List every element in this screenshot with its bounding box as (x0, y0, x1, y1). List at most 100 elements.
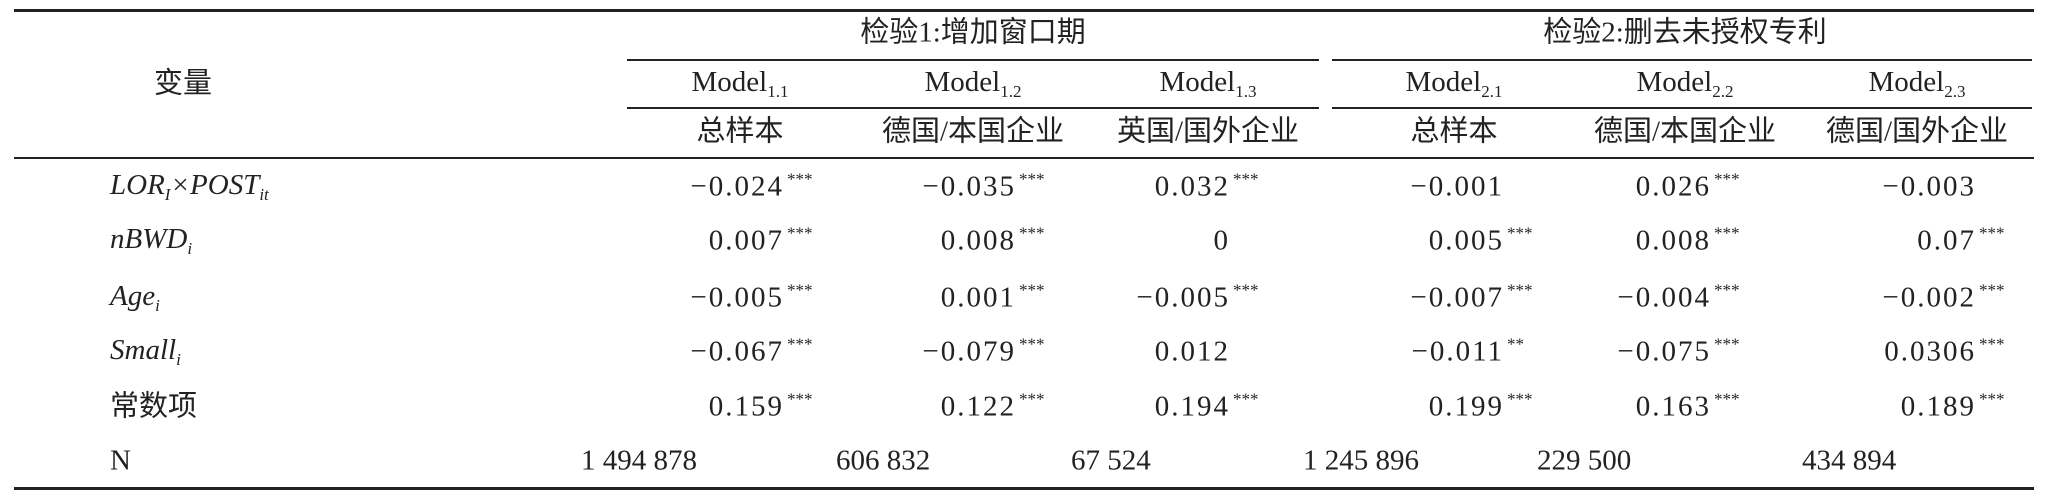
significance-stars: *** (1714, 169, 1740, 189)
label-subscript: it (259, 185, 269, 204)
sample-header: 英国/国外企业 (1116, 115, 1300, 148)
sample-header: 德国/本国企业 (1593, 115, 1777, 148)
cell-value: 0.007 (708, 224, 784, 257)
cell-value: −0.005 (690, 281, 784, 314)
significance-stars: *** (1019, 334, 1045, 354)
significance-stars: *** (1233, 389, 1259, 409)
cell-value: −0.002 (1882, 281, 1976, 314)
label-subscript: I (164, 185, 171, 204)
cell-value: −0.079 (922, 335, 1016, 368)
corner-label: 变量 (153, 67, 213, 100)
sample-header: 德国/本国企业 (881, 115, 1065, 148)
model-name: Model (1636, 66, 1713, 98)
model-header: Model1.2 (924, 66, 1022, 101)
model-header: Model2.1 (1405, 66, 1503, 101)
sample-header: 德国/国外企业 (1825, 115, 2009, 148)
cell-value: 0.005 (1428, 224, 1504, 257)
row-label: Agei (110, 280, 160, 315)
sample-header: 总样本 (696, 115, 784, 148)
significance-stars: *** (1233, 280, 1259, 300)
rule (627, 107, 1319, 109)
cell-value: 0.199 (1428, 390, 1504, 423)
label-subscript: i (176, 350, 181, 369)
cell-value: −0.004 (1617, 281, 1711, 314)
significance-stars: *** (1979, 223, 2005, 243)
group-header: 检验1:增加窗口期 (860, 16, 1086, 49)
model-name: Model (1405, 66, 1482, 98)
cell-value: 0.001 (940, 281, 1016, 314)
model-name: Model (924, 66, 1001, 98)
significance-stars: *** (787, 280, 813, 300)
significance-stars: *** (1019, 169, 1045, 189)
cell-value: 606 832 (836, 444, 931, 477)
significance-stars: *** (787, 334, 813, 354)
cell-value: 0.163 (1635, 390, 1711, 423)
rule (1332, 59, 2032, 61)
cell-value: 0.032 (1154, 170, 1230, 203)
model-subscript: 1.2 (1000, 82, 1022, 101)
model-header: Model1.1 (691, 66, 789, 101)
significance-stars: *** (1019, 280, 1045, 300)
significance-stars: *** (1714, 223, 1740, 243)
cell-value: −0.007 (1410, 281, 1504, 314)
rule (14, 487, 2034, 490)
cell-value: 0.189 (1900, 390, 1976, 423)
significance-stars: *** (787, 389, 813, 409)
cell-value: 1 245 896 (1303, 444, 1419, 477)
cell-value: −0.003 (1882, 170, 1976, 203)
row-label: N (110, 446, 131, 476)
label-text: Small (110, 334, 177, 366)
rule (14, 9, 2034, 12)
label-subscript: i (187, 239, 193, 258)
significance-stars: *** (787, 223, 813, 243)
significance-stars: *** (787, 169, 813, 189)
cell-value: −0.067 (690, 335, 784, 368)
model-header: Model1.3 (1160, 68, 1257, 101)
model-name: Model (691, 66, 768, 98)
model-subscript: 2.1 (1481, 82, 1503, 101)
cell-value: −0.075 (1617, 335, 1711, 368)
model-name: Model (1868, 66, 1945, 98)
model-subscript: 1.3 (1235, 82, 1257, 101)
cell-value: 0.008 (1635, 224, 1711, 257)
significance-stars: *** (1714, 280, 1740, 300)
row-label: LORI×POSTit (110, 169, 269, 204)
cell-value: 0 (1213, 224, 1230, 257)
row-label: nBWDi (110, 223, 193, 258)
cell-value: 229 500 (1537, 444, 1632, 477)
label-text: Age (110, 280, 156, 312)
rule (1332, 107, 2032, 109)
label-text: ×POST (170, 169, 260, 201)
rule (14, 157, 2034, 159)
cell-value: 0.07 (1917, 224, 1976, 257)
cell-value: −0.005 (1136, 281, 1230, 314)
significance-stars: ** (1507, 334, 1524, 354)
label-text: nBWD (110, 223, 188, 255)
significance-stars: *** (1019, 223, 1045, 243)
cell-value: 0.0306 (1884, 335, 1976, 368)
cell-value: 0.026 (1635, 170, 1711, 203)
rule (627, 59, 1319, 61)
significance-stars: *** (1979, 389, 2005, 409)
cell-value: 434 894 (1802, 444, 1897, 477)
significance-stars: *** (1019, 389, 1045, 409)
model-subscript: 2.2 (1712, 82, 1734, 101)
cell-value: 0.008 (940, 224, 1016, 257)
cell-value: −0.011 (1411, 335, 1504, 368)
group-header: 检验2:删去未授权专利 (1543, 16, 1827, 49)
significance-stars: *** (1979, 280, 2005, 300)
model-header: Model2.2 (1636, 66, 1734, 101)
cell-value: 1 494 878 (581, 444, 697, 477)
cell-value: 0.122 (940, 390, 1016, 423)
significance-stars: *** (1714, 334, 1740, 354)
significance-stars: *** (1233, 169, 1259, 189)
row-label: Smalli (110, 334, 181, 369)
model-header: Model2.3 (1868, 66, 1966, 101)
model-subscript: 1.1 (767, 82, 789, 101)
sample-header: 总样本 (1410, 115, 1498, 148)
label-subscript: i (155, 296, 160, 315)
significance-stars: *** (1507, 389, 1533, 409)
significance-stars: *** (1714, 389, 1740, 409)
model-subscript: 2.3 (1944, 82, 1966, 101)
